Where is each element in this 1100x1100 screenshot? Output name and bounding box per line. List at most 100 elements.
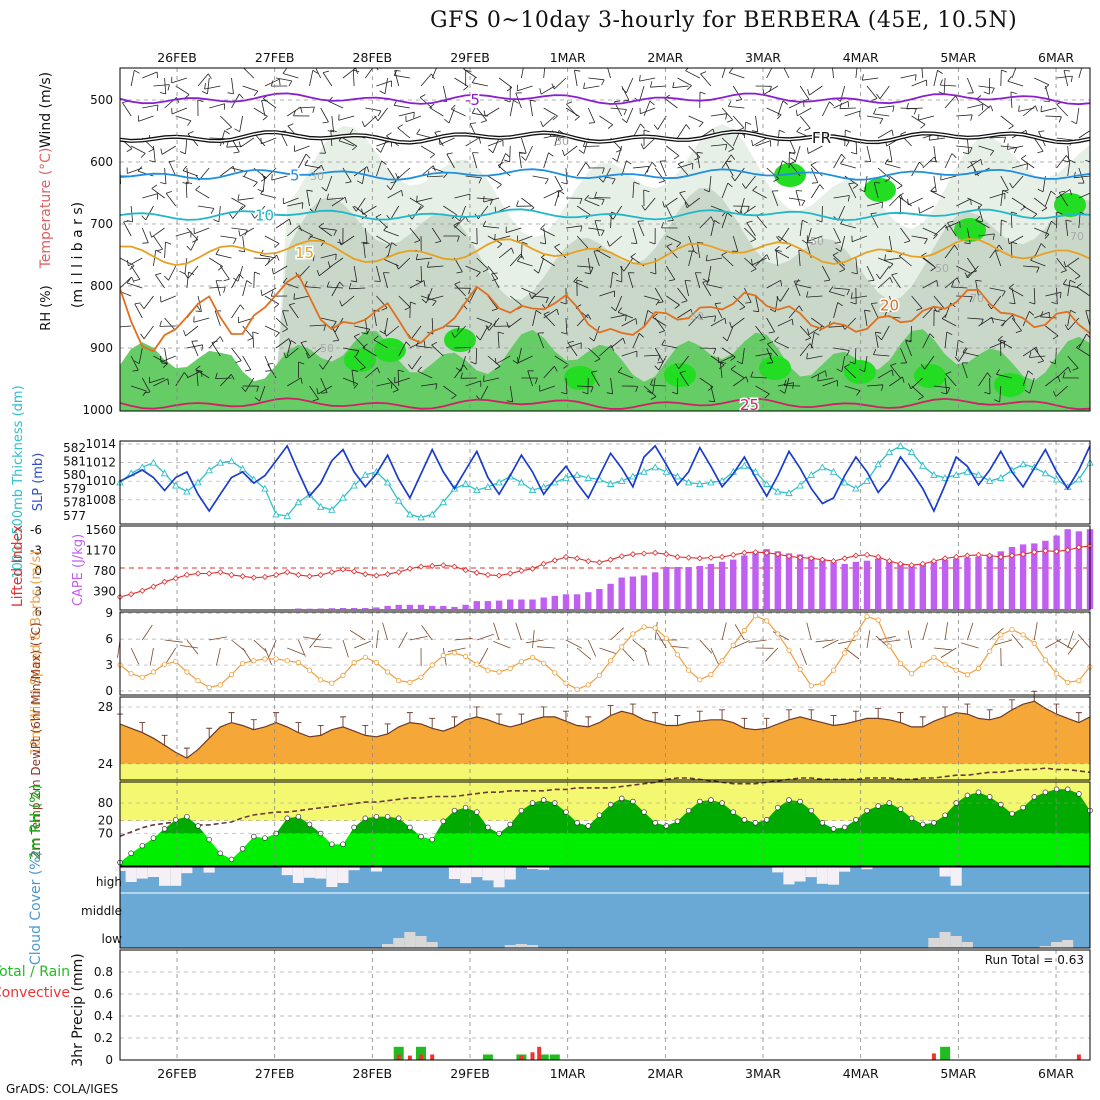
wind-barb-flag	[298, 361, 305, 365]
li-point	[261, 573, 269, 581]
thickness-point	[985, 477, 994, 484]
wind-barb	[593, 325, 600, 342]
wind-barb-flag	[996, 368, 1000, 375]
cape-tick: 780	[93, 564, 116, 578]
wind-barb	[576, 205, 591, 216]
wind-barb-flag	[483, 195, 485, 203]
wind-barb	[1022, 105, 1036, 117]
wind-barb-flag	[506, 400, 513, 403]
wind-barb-10m	[141, 624, 153, 641]
wind-barb	[643, 161, 653, 177]
wind-barb	[911, 235, 928, 240]
wind-barb-flag	[574, 116, 580, 121]
thickness-point	[963, 467, 972, 475]
wind-barb-flag	[204, 83, 206, 90]
cape-bar	[540, 597, 547, 609]
wind-barb	[443, 205, 457, 216]
wind-barb	[517, 85, 533, 92]
wind-barb-flag	[668, 279, 675, 282]
contour-label: -5	[465, 91, 480, 109]
wind-barb	[164, 347, 168, 364]
wind-barb	[276, 77, 292, 82]
wind-barb	[775, 250, 779, 267]
wind-barb	[383, 230, 399, 237]
wind-barb-flag	[141, 215, 146, 221]
wind-barb	[643, 100, 651, 117]
wind-barb-flag	[915, 74, 917, 81]
wind-barb	[326, 286, 344, 289]
wind-barb	[721, 68, 726, 79]
li-tick: 6	[34, 605, 42, 619]
wind-speed-point	[396, 677, 402, 684]
wind-barb	[525, 145, 533, 161]
wind-barb	[1007, 80, 1024, 87]
wind-barb-10m	[447, 647, 466, 652]
wind-barb	[583, 145, 600, 147]
wind-barb	[666, 235, 681, 244]
wind-barb-flag	[503, 159, 510, 163]
wind-barb-flag	[427, 261, 430, 268]
li-point	[752, 549, 759, 556]
wind-barb	[755, 325, 766, 339]
wind-barb-flag	[366, 166, 370, 173]
wind-barb	[352, 69, 355, 87]
wind-barb	[774, 249, 790, 259]
wind-barb	[541, 257, 556, 267]
wind-barb-flag	[230, 374, 235, 380]
wind-barb	[130, 355, 139, 371]
wind-barb	[364, 317, 368, 334]
wind-barb-flag	[717, 356, 720, 363]
wind-barb-flag	[767, 341, 774, 345]
wind-barb	[320, 317, 337, 322]
wind-barb-10m	[349, 630, 366, 641]
ylabel-temperature: Temperature (°C)	[38, 148, 54, 270]
wind-barb	[538, 257, 545, 274]
contour-label: FR	[812, 129, 831, 147]
wind-barb-flag	[583, 82, 585, 89]
wind-barb	[120, 325, 132, 328]
wind-barb-10m	[940, 647, 957, 658]
wind-barb	[387, 189, 402, 199]
wind-speed-point	[652, 625, 658, 631]
wind-barb-flag	[964, 272, 969, 279]
wind-barb	[941, 318, 957, 327]
wind-barb	[431, 344, 444, 357]
thickness-point	[818, 463, 827, 471]
wind-barb-flag	[881, 384, 884, 391]
wind-barb-flag	[1002, 189, 1009, 192]
wind-barb	[190, 235, 199, 251]
wind-speed-point	[1031, 640, 1037, 647]
wind-barb	[237, 265, 244, 282]
temp-range-bar	[362, 724, 369, 736]
wind-barb-flag	[653, 124, 659, 130]
wind-barb	[253, 271, 255, 289]
wind-barb	[565, 342, 582, 349]
wind-barb	[420, 165, 434, 177]
wind-barb-flag	[989, 150, 995, 156]
cape-bar	[1053, 535, 1060, 609]
wind-barb-10m	[822, 639, 839, 649]
wind-barb-flag	[254, 397, 260, 402]
li-point	[250, 574, 257, 581]
wind-barb	[699, 315, 716, 319]
wind-barb-flag	[1094, 192, 1095, 198]
wind-barb-flag	[210, 208, 215, 214]
wind-barb	[322, 72, 333, 87]
cloud-low-bar	[527, 945, 539, 948]
wind-barb-flag	[242, 64, 247, 67]
wind-barb-flag	[321, 165, 325, 171]
li-point	[863, 551, 871, 558]
wind-barb-flag	[107, 306, 112, 310]
temp-range-bar	[1075, 712, 1082, 723]
wind-barb-flag	[197, 99, 204, 103]
wind-barb-flag	[1076, 343, 1082, 348]
wind-barb-flag	[243, 171, 248, 178]
wind-barb-flag	[253, 90, 259, 97]
cape-bar	[406, 604, 414, 609]
wind-barb-flag	[610, 306, 616, 312]
wind-barb	[806, 355, 823, 360]
wind-barb-flag	[984, 391, 991, 395]
wind-barb	[709, 175, 712, 192]
rh-point	[942, 812, 948, 818]
wind-speed-point	[373, 659, 379, 666]
